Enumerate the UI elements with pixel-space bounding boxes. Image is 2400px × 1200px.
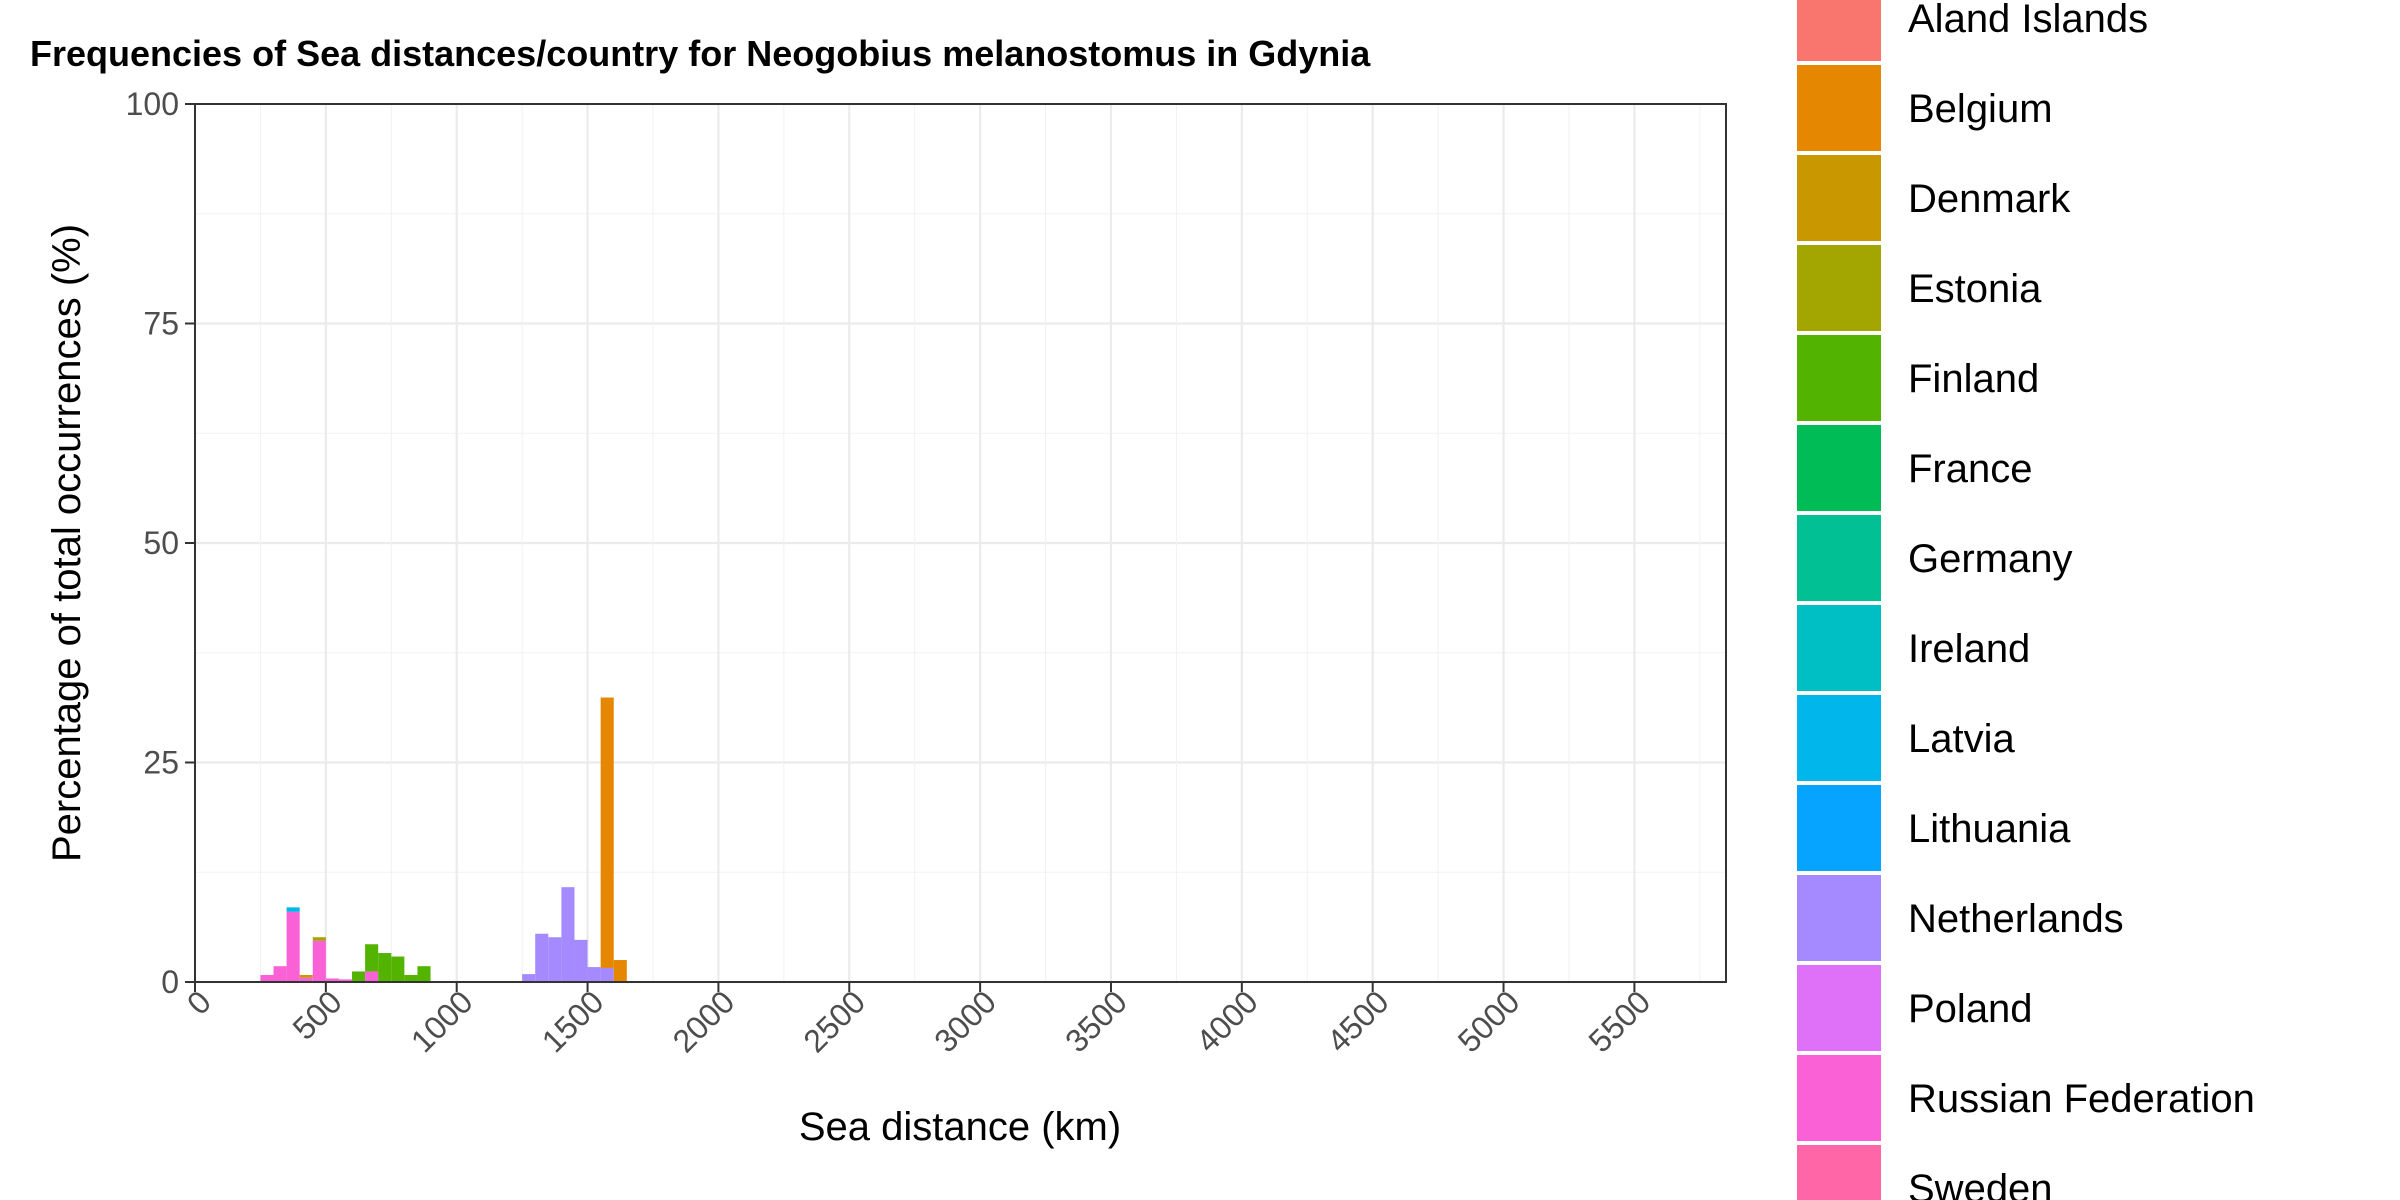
legend-label: Sweden bbox=[1908, 1167, 2053, 1200]
legend-label: Netherlands bbox=[1908, 897, 2124, 941]
bar-segment-netherlands bbox=[535, 933, 549, 982]
bar-segment-netherlands bbox=[561, 887, 575, 982]
legend-label: Latvia bbox=[1908, 717, 2015, 761]
legend-key bbox=[1797, 155, 1881, 241]
legend-key bbox=[1797, 785, 1881, 871]
bar-segment-netherlands bbox=[600, 967, 614, 982]
bar-segment-belgium bbox=[613, 960, 627, 982]
legend-key bbox=[1797, 515, 1881, 601]
y-axis-label: Percentage of total occurrences (%) bbox=[45, 224, 89, 862]
legend-key bbox=[1797, 965, 1881, 1051]
bar-segment-finland bbox=[352, 971, 366, 982]
legend-label: Denmark bbox=[1908, 177, 2071, 221]
legend-label: France bbox=[1908, 447, 2033, 491]
legend-key bbox=[1797, 1145, 1881, 1200]
legend-label: Lithuania bbox=[1908, 807, 2071, 851]
bar-segment-latvia bbox=[286, 907, 300, 912]
y-tick-label: 100 bbox=[126, 86, 179, 122]
legend: Aland Islands Belgium Denmark Estonia Finlan… bbox=[1797, 0, 2255, 1200]
legend-key bbox=[1797, 1055, 1881, 1141]
bar-segment-netherlands bbox=[587, 967, 601, 982]
bar-segment-finland bbox=[417, 966, 431, 982]
legend-label: Ireland bbox=[1908, 627, 2030, 671]
bar-segment-finland bbox=[391, 956, 405, 982]
legend-label: Estonia bbox=[1908, 267, 2042, 311]
bar-segment-russian-federation bbox=[312, 940, 326, 982]
legend-label: Belgium bbox=[1908, 87, 2053, 131]
legend-key bbox=[1797, 875, 1881, 961]
bar-segment-netherlands bbox=[548, 937, 562, 982]
legend-label: Russian Federation bbox=[1908, 1077, 2255, 1121]
y-tick-label: 0 bbox=[161, 964, 179, 1000]
bar-segment-russian-federation bbox=[325, 978, 339, 982]
bar-segment-netherlands bbox=[522, 974, 536, 982]
bar-segment-russian-federation bbox=[286, 911, 300, 982]
y-tick-label: 25 bbox=[143, 745, 179, 781]
legend-key bbox=[1797, 605, 1881, 691]
legend-key bbox=[1797, 65, 1881, 151]
bar-segment-estonia bbox=[312, 937, 326, 941]
bar-segment-denmark bbox=[299, 974, 313, 978]
bar-segment-netherlands bbox=[574, 939, 588, 982]
legend-key bbox=[1797, 335, 1881, 421]
chart-title: Frequencies of Sea distances/country for… bbox=[30, 33, 1371, 74]
bar-segment-russian-federation bbox=[365, 971, 379, 982]
y-tick-label: 75 bbox=[143, 306, 179, 342]
bar-segment-finland bbox=[404, 974, 418, 982]
legend-key bbox=[1797, 425, 1881, 511]
legend-key bbox=[1797, 0, 1881, 61]
y-tick-label: 50 bbox=[143, 525, 179, 561]
bar-segment-finland bbox=[365, 944, 379, 972]
legend-key bbox=[1797, 245, 1881, 331]
bar-segment-russian-federation bbox=[338, 979, 353, 982]
bar-segment-russian-federation bbox=[299, 977, 313, 982]
x-axis-label: Sea distance (km) bbox=[799, 1105, 1121, 1149]
bar-segment-russian-federation bbox=[260, 974, 274, 982]
bar-segment-belgium bbox=[600, 697, 614, 968]
bar-segment-russian-federation bbox=[273, 966, 287, 982]
legend-label: Germany bbox=[1908, 537, 2073, 581]
bar-segment-finland bbox=[378, 953, 392, 982]
legend-label: Poland bbox=[1908, 987, 2033, 1031]
y-axis-ticks: 0 25 50 75 100 bbox=[126, 86, 195, 1000]
legend-key bbox=[1797, 695, 1881, 781]
bars-group bbox=[260, 697, 627, 982]
grid-lines bbox=[193, 102, 1726, 984]
legend-label: Finland bbox=[1908, 357, 2039, 401]
legend-label: Aland Islands bbox=[1908, 0, 2148, 41]
